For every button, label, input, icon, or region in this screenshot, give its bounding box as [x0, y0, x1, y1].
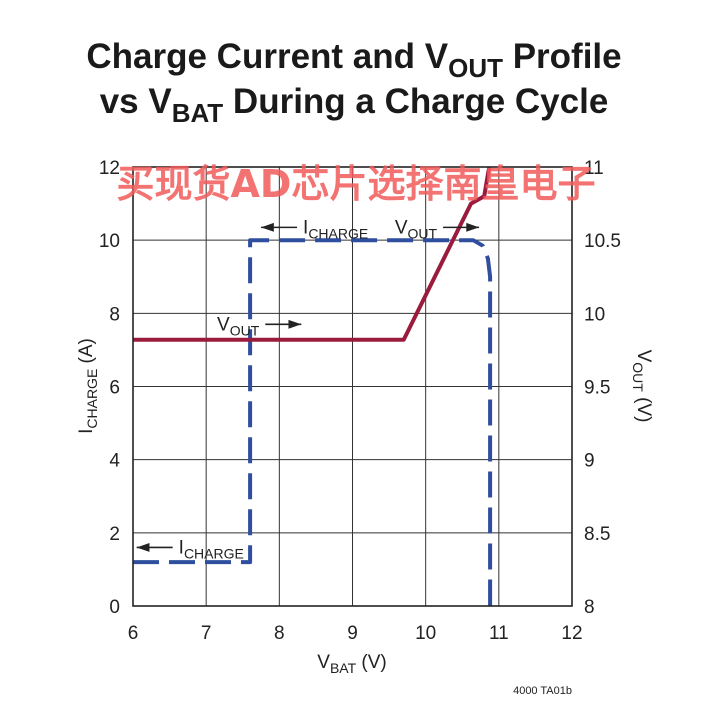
- x-tick-label: 6: [128, 623, 139, 644]
- x-tick-label: 8: [274, 623, 285, 644]
- y-left-axis-label: ICHARGE (A): [76, 338, 100, 434]
- y-left-tick-label: 0: [109, 597, 120, 618]
- y-right-tick-label: 11: [584, 158, 604, 179]
- annotation-label: ICHARGE: [303, 217, 368, 241]
- x-tick-label: 11: [489, 623, 509, 644]
- series-line-vout: [133, 166, 492, 342]
- annotations: ICHARGE VOUT VOUT ICHARGE: [136, 217, 480, 561]
- watermark-text: 买现货AD芯片选择南皇电子: [117, 162, 596, 206]
- chart-title-line-2: vs VBAT During a Charge Cycle: [100, 82, 609, 128]
- y-left-tick-label: 2: [109, 524, 120, 545]
- annotation-right: VOUT: [395, 217, 480, 241]
- y-right-tick-labels: 8 8.5 9 9.5 10 10.5 11: [584, 158, 621, 618]
- y-left-tick-label: 8: [109, 304, 120, 325]
- arrow-right-icon: [288, 319, 302, 329]
- x-tick-label: 7: [201, 623, 212, 644]
- annotation-label: VOUT: [395, 217, 438, 241]
- arrow-left-icon: [261, 222, 274, 232]
- plot-frame: [132, 166, 573, 607]
- arrow-right-icon: [466, 222, 480, 232]
- y-right-tick-label: 10.5: [584, 231, 621, 252]
- y-right-tick-label: 9: [584, 451, 595, 472]
- annotation-left: ICHARGE: [261, 217, 368, 241]
- series-layer: [133, 166, 493, 606]
- y-left-tick-label: 4: [109, 451, 120, 472]
- arrow-left-icon: [136, 543, 150, 552]
- x-tick-labels: 6 7 8 9 10 11 12: [128, 623, 583, 644]
- y-left-tick-label: 6: [109, 378, 120, 399]
- annotation-label: VOUT: [217, 314, 260, 338]
- series-line-icharge: [133, 238, 493, 606]
- x-tick-label: 9: [347, 623, 358, 644]
- annotation-right: VOUT: [217, 314, 302, 338]
- annotation-left: ICHARGE: [136, 537, 244, 561]
- y-right-tick-label: 8.5: [584, 524, 610, 545]
- x-tick-label: 10: [415, 623, 436, 644]
- y-left-tick-labels: 0 2 4 6 8 10 12: [99, 158, 121, 618]
- y-right-tick-label: 10: [584, 304, 605, 325]
- figure-code: 4000 TA01b: [513, 685, 572, 697]
- y-left-tick-label: 12: [99, 158, 120, 179]
- annotation-label: ICHARGE: [179, 537, 244, 561]
- y-right-tick-label: 8: [584, 597, 595, 618]
- chart-title: Charge Current and VOUT Profile vs VBAT …: [86, 37, 621, 128]
- y-left-tick-label: 10: [99, 231, 120, 252]
- chart-title-line-1: Charge Current and VOUT Profile: [86, 37, 621, 83]
- y-right-axis-label: VOUT (V): [630, 350, 654, 423]
- x-tick-label: 12: [561, 623, 582, 644]
- x-axis-label: VBAT (V): [317, 652, 387, 676]
- y-right-tick-label: 9.5: [584, 378, 610, 399]
